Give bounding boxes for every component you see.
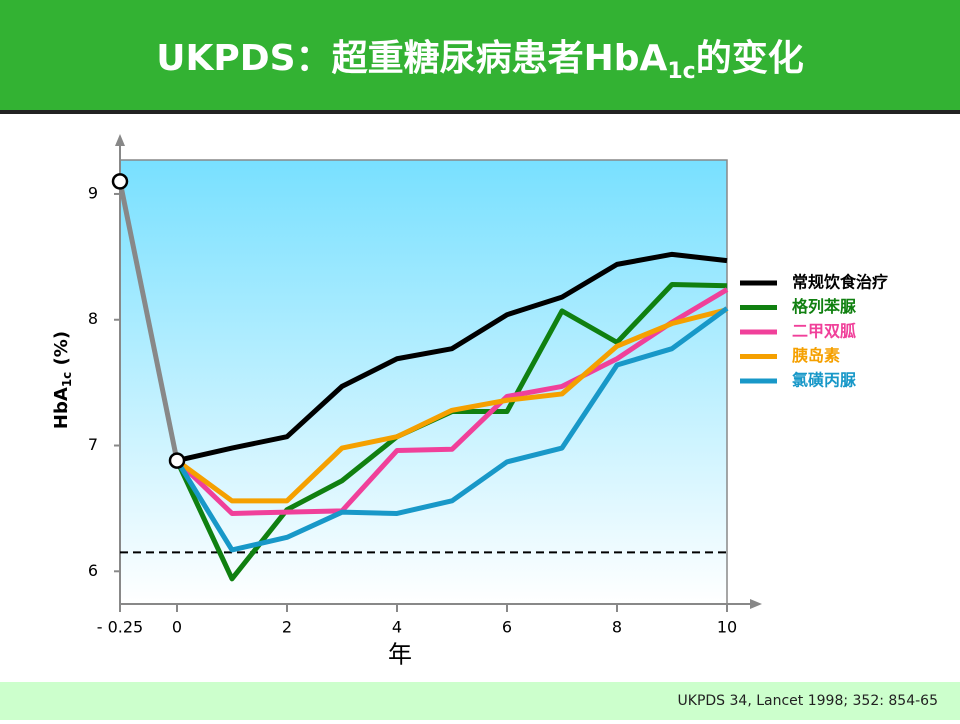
series-line — [175, 307, 728, 504]
y-label-sub: 1c — [60, 372, 74, 387]
baseline-line — [117, 180, 180, 462]
x-tick-label: 8 — [612, 618, 622, 637]
series-line — [175, 287, 729, 516]
x-tick-label: - 0.25 — [97, 618, 143, 637]
header — [0, 0, 960, 110]
footer — [0, 682, 960, 720]
legend-label: 常规饮食治疗 — [792, 273, 888, 292]
y-tick-label: 9 — [88, 183, 98, 202]
title: UKPDS：超重糖尿病患者HbA1c的变化 — [156, 37, 803, 84]
baseline-point — [111, 173, 129, 190]
legend-label: 氯磺丙脲 — [792, 371, 856, 390]
x-tick-label: 4 — [392, 618, 402, 637]
header-rule — [0, 110, 960, 114]
title-end: 的变化 — [696, 37, 804, 79]
baseline-point — [168, 452, 186, 469]
title-main: UKPDS：超重糖尿病患者HbA — [156, 38, 667, 79]
y-tick-label: 7 — [88, 435, 98, 454]
y-axis-label: HbA1c (%) — [51, 331, 74, 429]
x-axis-label: 年 — [388, 641, 412, 669]
x-tick-label: 0 — [172, 618, 182, 637]
title-sub: 1c — [667, 59, 695, 84]
x-tick-label: 10 — [717, 618, 737, 637]
legend-label: 格列苯脲 — [792, 297, 856, 316]
series-line — [174, 306, 729, 553]
y-arrow — [115, 134, 125, 146]
y-label-main: HbA — [51, 387, 72, 429]
x-tick-label: 6 — [502, 618, 512, 637]
y-label-end: (%) — [51, 331, 72, 372]
x-tick-label: 2 — [282, 618, 292, 637]
y-tick-label: 8 — [88, 309, 98, 328]
x-arrow — [750, 599, 762, 609]
series-line — [176, 251, 728, 464]
legend-label: 胰岛素 — [792, 346, 840, 365]
y-tick-label: 6 — [88, 561, 98, 580]
citation: UKPDS 34, Lancet 1998; 352: 854-65 — [678, 693, 938, 709]
legend-label: 二甲双胍 — [792, 322, 856, 341]
